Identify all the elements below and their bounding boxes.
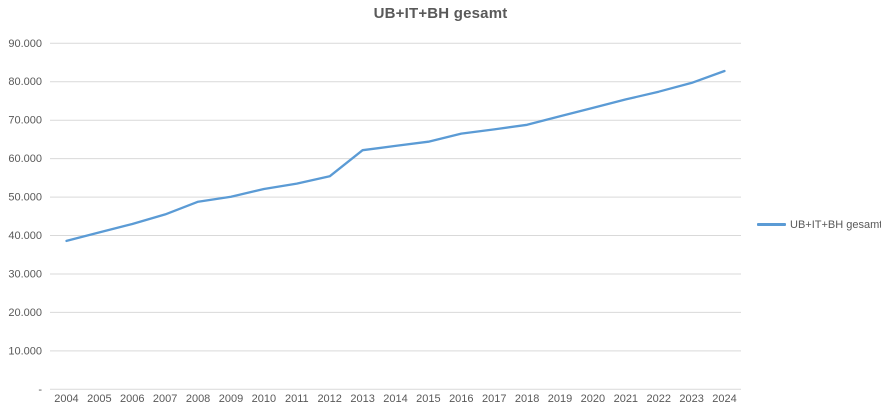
x-axis-label: 2011 <box>285 393 309 405</box>
x-axis-label: 2020 <box>581 393 605 405</box>
x-axis-label: 2015 <box>416 393 440 405</box>
x-axis-label: 2022 <box>646 393 670 405</box>
x-axis-label: 2017 <box>482 393 506 405</box>
x-axis-label: 2007 <box>153 393 177 405</box>
legend[interactable]: UB+IT+BH gesamt <box>757 217 881 232</box>
y-axis-label: 10.000 <box>8 345 42 357</box>
x-axis-label: 2005 <box>87 393 111 405</box>
x-axis-label: 2008 <box>186 393 210 405</box>
x-axis-label: 2004 <box>54 393 78 405</box>
x-axis-label: 2019 <box>548 393 572 405</box>
x-axis-label: 2010 <box>252 393 276 405</box>
legend-line-swatch <box>757 223 786 226</box>
x-axis-label: 2012 <box>317 393 341 405</box>
series-line <box>65 69 726 243</box>
y-axis-label: 80.000 <box>8 76 42 88</box>
y-axis-label: - <box>38 384 42 396</box>
y-axis-label: 70.000 <box>8 115 42 127</box>
x-axis-label: 2014 <box>383 393 407 405</box>
x-axis-label: 2021 <box>614 393 638 405</box>
y-axis-label: 50.000 <box>8 192 42 204</box>
x-axis-label: 2018 <box>515 393 539 405</box>
y-axis-label: 30.000 <box>8 268 42 280</box>
y-axis-label: 20.000 <box>8 307 42 319</box>
x-axis-label: 2009 <box>219 393 243 405</box>
x-axis-label: 2016 <box>449 393 473 405</box>
x-axis-label: 2024 <box>712 393 736 405</box>
x-axis-label: 2006 <box>120 393 144 405</box>
y-axis-label: 90.000 <box>8 38 42 50</box>
chart-title: UB+IT+BH gesamt <box>373 5 508 22</box>
x-axis-label: 2023 <box>679 393 703 405</box>
legend-label: UB+IT+BH gesamt <box>790 218 881 231</box>
x-axis-label: 2013 <box>350 393 374 405</box>
y-axis-label: 40.000 <box>8 230 42 242</box>
y-axis-label: 60.000 <box>8 153 42 165</box>
